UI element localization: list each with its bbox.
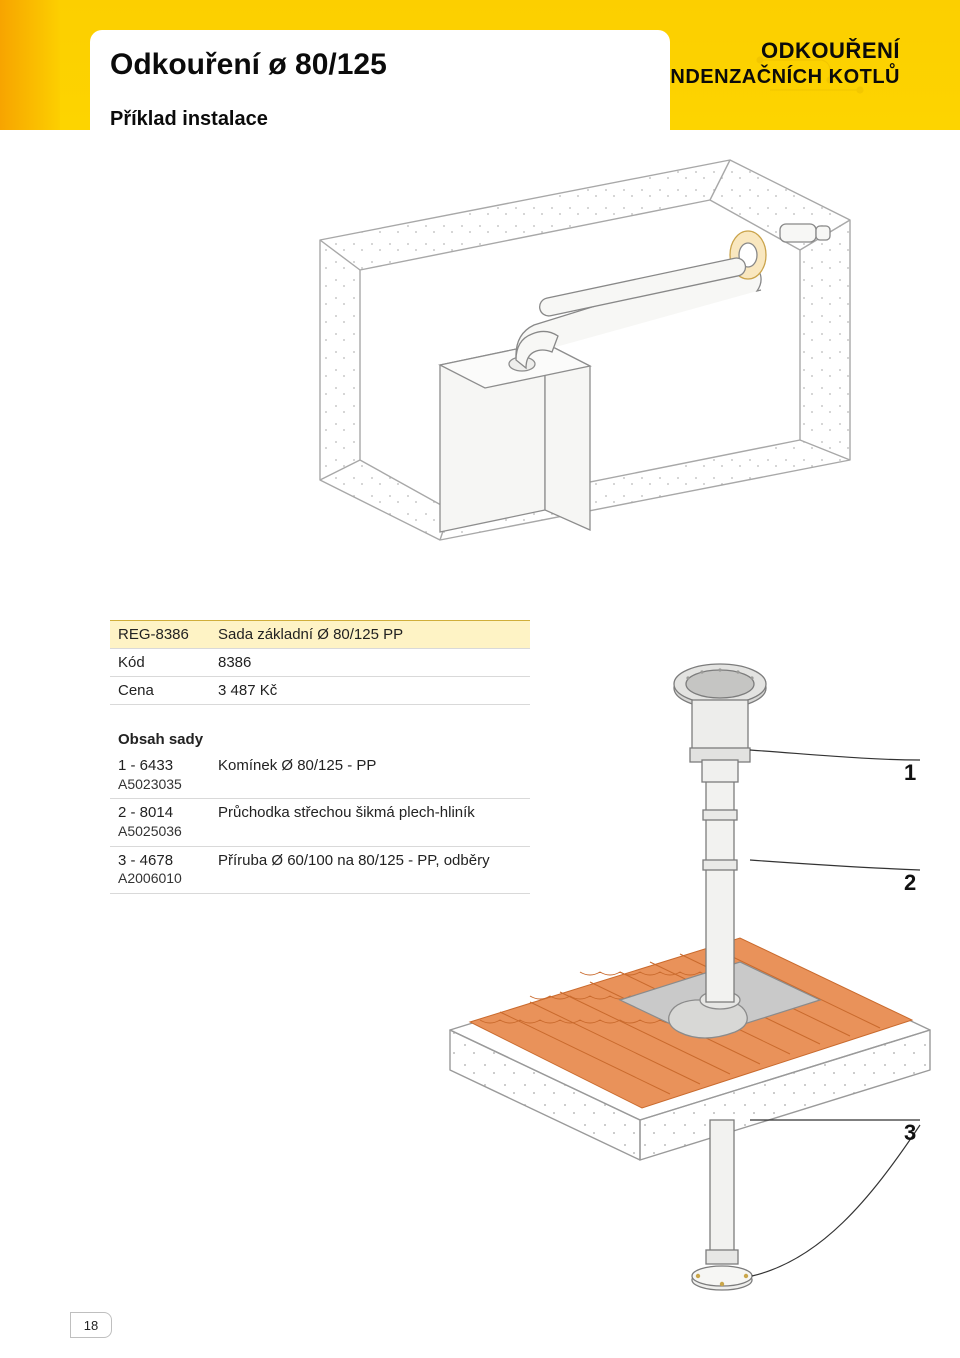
code-label: Kód (118, 654, 218, 671)
page-title: Odkouření ø 80/125 (110, 48, 650, 82)
header-accent (0, 0, 60, 130)
callout-2: 2 (904, 870, 916, 896)
page-subtitle: Příklad instalace (110, 108, 650, 131)
item-subcode: A2006010 (118, 870, 218, 888)
item-num: 1 - 6433 (118, 757, 218, 776)
item-num: 3 - 4678 (118, 852, 218, 871)
header-right-line2: KONDENZAČNÍCH KOTLŮ (639, 66, 900, 89)
page-number: 18 (70, 1312, 112, 1338)
price-label: Cena (118, 682, 218, 699)
item-subcode: A5025036 (118, 823, 218, 841)
title-card: Odkouření ø 80/125 Příklad instalace (90, 30, 670, 143)
wall-installation-diagram (260, 150, 860, 570)
header-right-block: ODKOUŘENÍ KONDENZAČNÍCH KOTLŮ (639, 38, 900, 89)
header-right-line1: ODKOUŘENÍ (639, 38, 900, 64)
item-num: 2 - 8014 (118, 804, 218, 823)
item-subcode: A5023035 (118, 776, 218, 794)
callout-1: 1 (904, 760, 916, 786)
callout-3: 3 (904, 1120, 916, 1146)
roof-chimney-diagram (420, 560, 960, 1320)
reg-label: REG-8386 (118, 626, 218, 643)
